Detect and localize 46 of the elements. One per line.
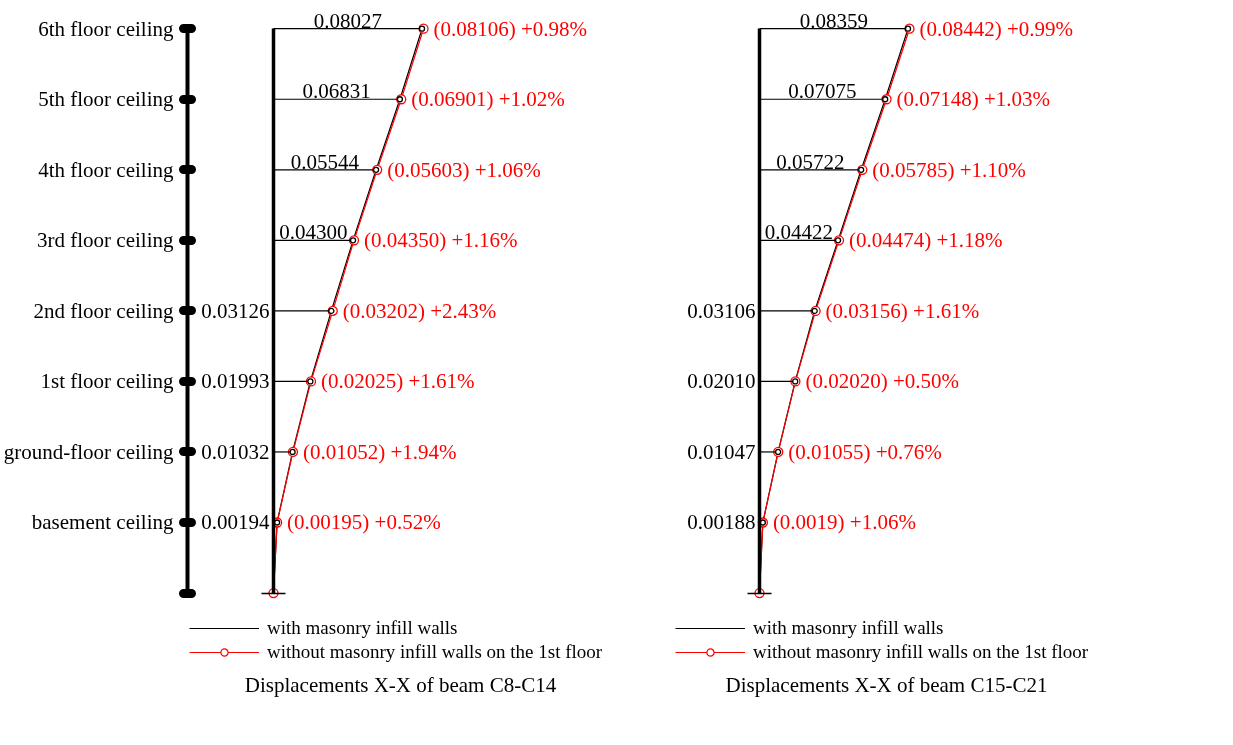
y-tick-label: 3rd floor ceiling [37,228,174,253]
data-label: 0.05722 [776,149,845,174]
data-label: (0.03156) +1.61% [825,298,980,323]
data-label: (0.01055) +0.76% [788,439,942,464]
legend-label: with masonry infill walls [267,617,458,639]
y-tick-label: ground-floor ceiling [3,439,174,464]
data-label: 0.04422 [764,220,833,245]
data-label: 0.03126 [201,298,270,323]
data-label: 0.01047 [687,439,756,464]
legend-label: with masonry infill walls [753,617,944,639]
data-label: 0.00194 [201,510,270,535]
text: Displacements X-X of beam C15-C21 [725,672,1048,697]
data-label: (0.08442) +0.99% [919,16,1074,41]
text: Displacements X-X of beam C8-C14 [244,672,557,697]
data-label: (0.04350) +1.16% [364,228,518,253]
data-label: 0.03106 [687,298,756,323]
data-label: 0.06831 [302,79,371,104]
data-label: (0.03202) +2.43% [342,298,497,323]
y-tick-label: 4th floor ceiling [38,157,174,182]
data-label: (0.04474) +1.18% [849,228,1003,253]
data-label: 0.07075 [788,79,857,104]
y-tick-label: 2nd floor ceiling [33,298,174,323]
data-label: 0.04300 [279,220,348,245]
legend-label: without masonry infill walls on the 1st floor [753,641,1089,663]
y-tick-label: 1st floor ceiling [40,369,174,394]
data-label: (0.06901) +1.02% [411,87,565,112]
data-label: (0.00195) +0.52% [287,510,441,535]
data-label: 0.00188 [687,510,756,535]
data-label: 0.01993 [201,369,270,394]
data-label: (0.02025) +1.61% [320,369,475,394]
data-label: (0.02020) +0.50% [805,369,959,394]
y-tick-label: basement ceiling [31,510,174,535]
data-label: (0.05785) +1.10% [872,157,1026,182]
data-label: (0.08106) +0.98% [433,16,588,41]
y-tick-label: 6th floor ceiling [38,16,174,41]
data-label: 0.08027 [313,8,382,33]
data-label: (0.05603) +1.06% [387,157,541,182]
data-label: 0.01032 [201,439,270,464]
data-label: 0.02010 [687,369,756,394]
data-label: (0.07148) +1.03% [896,87,1051,112]
data-label: (0.0019) +1.06% [772,510,916,535]
legend-label: without masonry infill walls on the 1st floor [267,641,603,663]
data-label: 0.05544 [290,149,360,174]
data-label: 0.08359 [799,8,868,33]
y-tick-label: 5th floor ceiling [38,87,174,112]
data-label: (0.01052) +1.94% [302,439,457,464]
